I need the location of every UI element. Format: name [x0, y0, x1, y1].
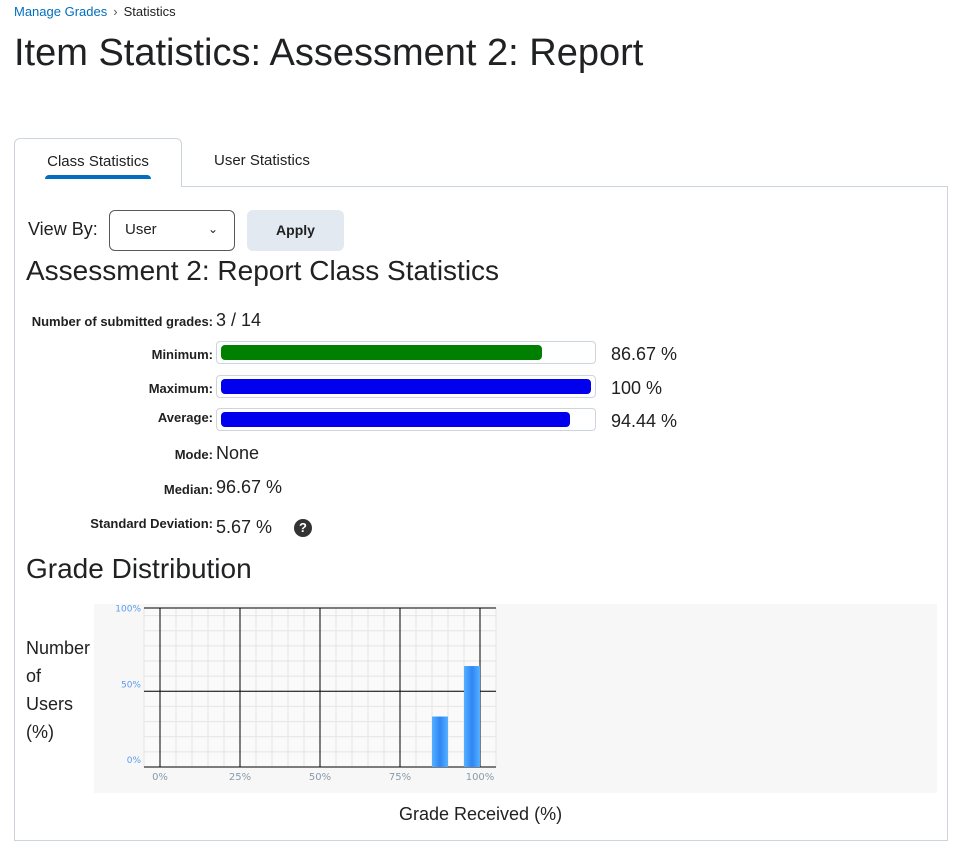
- y-tick-label: 0%: [127, 756, 142, 766]
- selected-value: User: [125, 221, 157, 238]
- y-label-line: Users: [26, 694, 74, 714]
- y-label-line: Number: [26, 638, 91, 658]
- x-tick-label: 0%: [152, 772, 168, 783]
- tab-label: Class Statistics: [47, 153, 149, 170]
- question-circle-icon[interactable]: ?: [294, 519, 312, 537]
- y-tick-label: 50%: [121, 680, 141, 690]
- submitted-label: Number of submitted grades:: [31, 314, 213, 329]
- breadcrumb: Manage Grades › Statistics: [14, 4, 176, 19]
- chevron-down-icon: ⌄: [207, 222, 218, 236]
- median-value: 96.67 %: [216, 477, 283, 497]
- tab-user-statistics[interactable]: User Statistics: [214, 152, 310, 169]
- section-title: Assessment 2: Report Class Statistics: [26, 255, 500, 286]
- minimum-value: 86.67 %: [611, 344, 678, 364]
- tab-class-statistics[interactable]: Class Statistics: [14, 138, 182, 187]
- breadcrumb-current: Statistics: [123, 4, 176, 19]
- std-dev-value: 5.67 %: [216, 517, 273, 537]
- y-label-line: of: [26, 666, 42, 686]
- minimum-bar: [216, 341, 596, 364]
- page-title: Item Statistics: Assessment 2: Report: [14, 32, 644, 74]
- maximum-value: 100 %: [611, 378, 663, 398]
- average-value: 94.44 %: [611, 411, 678, 431]
- x-tick-label: 100%: [466, 772, 495, 783]
- x-tick-label: 75%: [389, 772, 411, 783]
- breadcrumb-manage-grades-link[interactable]: Manage Grades: [14, 4, 108, 19]
- y-tick-label: 100%: [115, 605, 141, 615]
- apply-button[interactable]: Apply: [247, 210, 344, 251]
- x-axis-label: Grade Received (%): [399, 804, 563, 824]
- average-bar-fill: [221, 412, 571, 427]
- view-by-label: View By:: [28, 219, 98, 239]
- maximum-bar-fill: [221, 379, 591, 394]
- breadcrumb-separator: ›: [113, 4, 118, 19]
- view-by-select[interactable]: User ⌄: [109, 210, 235, 251]
- active-tab-indicator: [45, 175, 151, 179]
- minimum-bar-fill: [221, 345, 542, 360]
- y-label-line: (%): [26, 722, 54, 742]
- submitted-value: 3 / 14: [216, 310, 262, 330]
- median-label: Median:: [163, 482, 213, 497]
- x-tick-label: 25%: [229, 772, 251, 783]
- maximum-label: Maximum:: [148, 381, 213, 396]
- histogram-bar: [432, 716, 448, 767]
- distribution-title: Grade Distribution: [26, 553, 252, 584]
- x-tick-label: 50%: [309, 772, 331, 783]
- tab-panel: [14, 186, 948, 841]
- minimum-label: Minimum:: [151, 347, 213, 362]
- std-dev-label: Standard Deviation:: [90, 516, 213, 531]
- histogram-bar: [464, 666, 480, 767]
- mode-value: None: [216, 443, 260, 463]
- maximum-bar: [216, 375, 596, 398]
- average-bar: [216, 408, 596, 431]
- grade-distribution-chart: 0% 25% 50% 75% 100% 0% 50% 100%: [115, 605, 497, 783]
- mode-label: Mode:: [174, 447, 213, 462]
- average-label: Average:: [157, 410, 213, 425]
- y-axis-label: Number of Users (%): [26, 634, 90, 746]
